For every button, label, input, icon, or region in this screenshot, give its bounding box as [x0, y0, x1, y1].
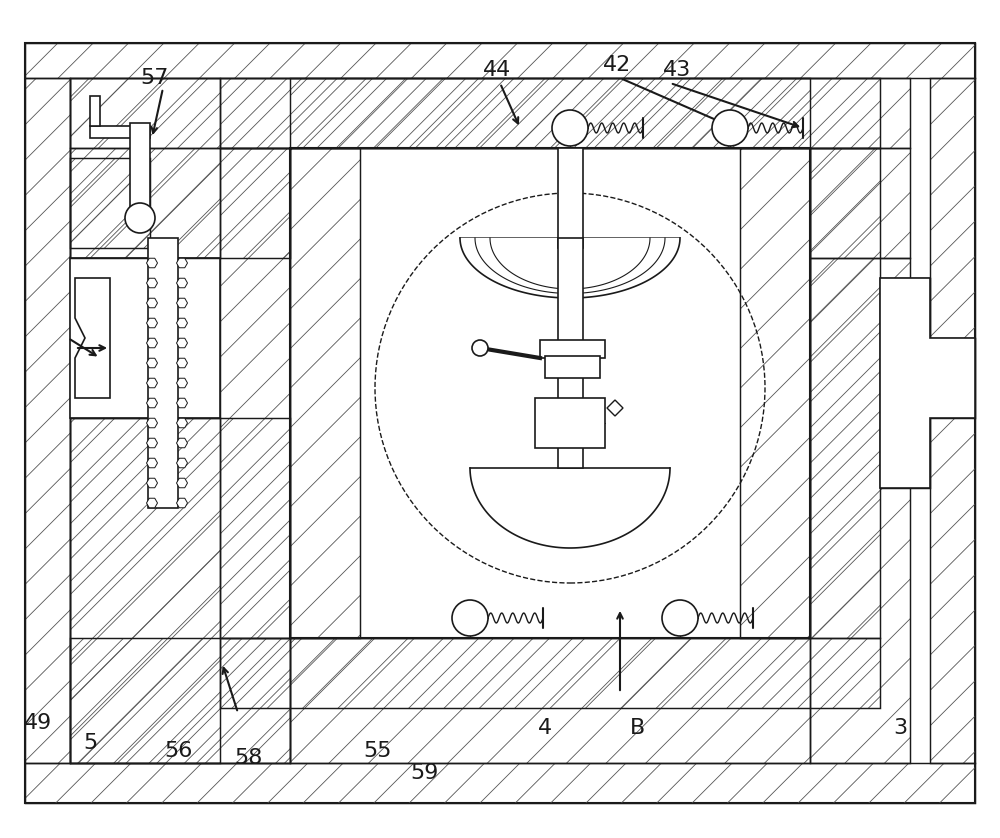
- Text: 58: 58: [234, 748, 262, 768]
- Polygon shape: [146, 458, 158, 468]
- Polygon shape: [176, 298, 188, 308]
- Polygon shape: [176, 358, 188, 368]
- Circle shape: [125, 203, 155, 233]
- Bar: [290, 148, 810, 638]
- Text: 43: 43: [663, 60, 691, 80]
- Polygon shape: [146, 478, 158, 488]
- Polygon shape: [176, 499, 188, 508]
- Polygon shape: [146, 298, 158, 308]
- Circle shape: [712, 110, 748, 146]
- Bar: [535, 398, 605, 448]
- Bar: [545, 356, 600, 378]
- Polygon shape: [880, 278, 975, 488]
- Bar: [558, 238, 583, 468]
- Circle shape: [552, 110, 588, 146]
- Text: 56: 56: [164, 741, 192, 761]
- Text: 55: 55: [364, 741, 392, 761]
- Polygon shape: [176, 478, 188, 488]
- Circle shape: [472, 340, 488, 356]
- Text: 59: 59: [411, 763, 439, 783]
- Text: 3: 3: [893, 718, 907, 738]
- Text: 49: 49: [24, 713, 52, 733]
- Polygon shape: [146, 438, 158, 447]
- Bar: [90, 96, 100, 126]
- Text: 5: 5: [83, 733, 97, 753]
- Polygon shape: [176, 458, 188, 468]
- Polygon shape: [607, 400, 623, 416]
- Polygon shape: [176, 278, 188, 287]
- Bar: [148, 238, 178, 508]
- Polygon shape: [146, 358, 158, 368]
- Polygon shape: [146, 418, 158, 427]
- Polygon shape: [146, 398, 158, 408]
- Polygon shape: [75, 278, 110, 398]
- Polygon shape: [176, 378, 188, 388]
- Text: 57: 57: [141, 68, 169, 88]
- Polygon shape: [146, 499, 158, 508]
- Polygon shape: [176, 418, 188, 427]
- Bar: [540, 340, 605, 358]
- Polygon shape: [176, 398, 188, 408]
- Circle shape: [662, 600, 698, 636]
- Polygon shape: [146, 318, 158, 328]
- Bar: [130, 123, 150, 208]
- Bar: [558, 148, 583, 248]
- Bar: [70, 258, 220, 418]
- Text: 44: 44: [483, 60, 511, 80]
- Polygon shape: [176, 318, 188, 328]
- Bar: [90, 126, 150, 138]
- Polygon shape: [176, 438, 188, 447]
- Text: 4: 4: [538, 718, 552, 738]
- Text: B: B: [629, 718, 645, 738]
- Polygon shape: [176, 339, 188, 348]
- Polygon shape: [146, 258, 158, 268]
- Circle shape: [452, 600, 488, 636]
- Polygon shape: [146, 278, 158, 287]
- Text: 42: 42: [603, 55, 631, 75]
- Polygon shape: [146, 378, 158, 388]
- Polygon shape: [176, 258, 188, 268]
- Polygon shape: [146, 339, 158, 348]
